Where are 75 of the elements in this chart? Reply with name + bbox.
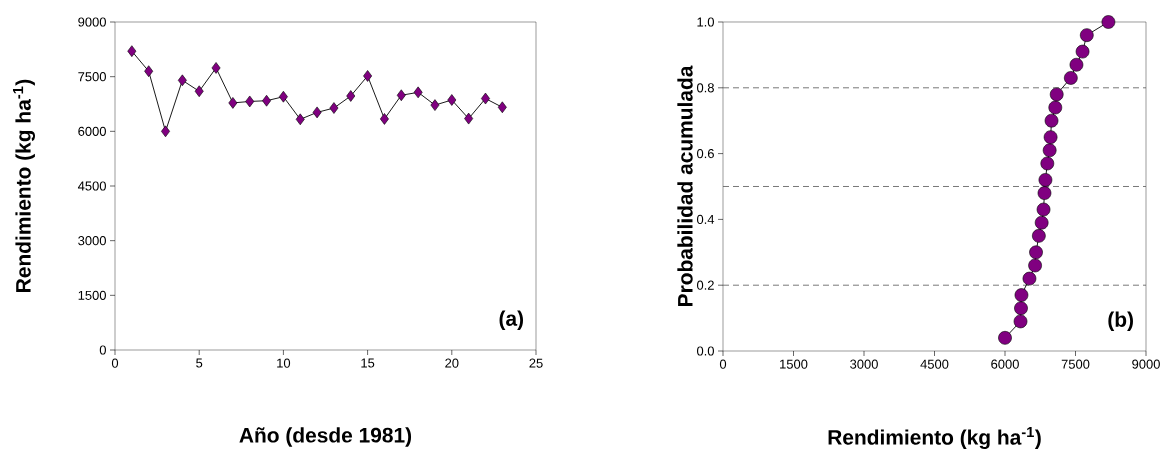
- point: [1038, 173, 1053, 187]
- point: [464, 112, 474, 125]
- point: [1028, 258, 1042, 273]
- y-tick-label: 3000: [78, 236, 106, 246]
- x-axis-title: Año (desde 1981): [239, 427, 412, 447]
- point: [430, 99, 440, 111]
- point: [127, 45, 137, 57]
- point: [1022, 271, 1037, 286]
- point: [144, 65, 154, 78]
- point: [998, 331, 1012, 345]
- point: [194, 85, 204, 98]
- point: [1079, 28, 1094, 42]
- x-tick-label: 6000: [991, 359, 1019, 369]
- point: [1032, 229, 1046, 243]
- point: [1043, 130, 1058, 144]
- annotation: (b): [1108, 311, 1133, 332]
- point: [1034, 215, 1049, 230]
- x-tick-label: 1500: [780, 359, 808, 369]
- y-tick-label: 7500: [78, 72, 106, 82]
- point: [1040, 156, 1055, 171]
- y-tick-label: 0.0: [696, 346, 714, 356]
- point: [346, 90, 356, 102]
- y-tick-label: 1500: [78, 290, 106, 300]
- y-tick-label: 0: [99, 345, 106, 355]
- x-tick-label: 0: [111, 358, 119, 368]
- point: [1013, 314, 1028, 329]
- point: [1101, 15, 1116, 29]
- point: [380, 113, 389, 125]
- point: [278, 90, 288, 103]
- point: [396, 89, 406, 102]
- y-tick-label: 1.0: [697, 17, 714, 27]
- point: [329, 102, 339, 114]
- point: [1036, 202, 1051, 217]
- point: [497, 101, 507, 114]
- point: [1014, 288, 1029, 302]
- x-tick-label: 7500: [1061, 359, 1090, 369]
- point: [1069, 57, 1084, 72]
- point: [1048, 100, 1063, 115]
- point: [1044, 113, 1059, 128]
- point: [1064, 71, 1078, 85]
- y-tick-label: 0.6: [696, 149, 714, 159]
- y-axis-title: Rendimiento (kg ha$^{-1}$): [12, 79, 36, 292]
- point: [295, 113, 305, 126]
- point: [1042, 143, 1057, 158]
- point: [413, 86, 423, 99]
- point: [245, 95, 255, 108]
- x-axis-title: Rendimiento (kg ha$^{-1}$): [828, 426, 1041, 450]
- point: [312, 106, 322, 119]
- annotation: (a): [499, 310, 524, 331]
- point: [1029, 245, 1043, 260]
- point: [177, 74, 187, 87]
- x-tick-label: 4500: [920, 359, 949, 369]
- x-tick-label: 25: [529, 358, 543, 368]
- point: [1037, 186, 1052, 200]
- y-tick-label: 0.2: [696, 280, 714, 290]
- x-tick-label: 0: [719, 359, 727, 369]
- x-tick-label: 3000: [850, 359, 878, 369]
- point: [1014, 301, 1028, 316]
- point: [447, 94, 457, 106]
- point: [228, 97, 238, 109]
- x-tick-label: 10: [277, 358, 291, 368]
- x-tick-label: 5: [196, 358, 203, 368]
- point: [211, 62, 221, 74]
- y-tick-label: 0.4: [696, 214, 715, 224]
- y-axis-title: Probabilidad acumulada: [677, 65, 693, 306]
- point: [1075, 44, 1090, 59]
- y-tick-label: 4500: [77, 181, 106, 191]
- x-tick-label: 9000: [1132, 359, 1160, 369]
- x-tick-label: 20: [445, 358, 459, 368]
- y-tick-label: 9000: [78, 17, 106, 27]
- point: [363, 70, 373, 82]
- point: [1049, 87, 1064, 102]
- y-tick-label: 0.8: [696, 83, 714, 93]
- x-tick-label: 15: [361, 358, 375, 368]
- y-tick-label: 6000: [78, 126, 106, 136]
